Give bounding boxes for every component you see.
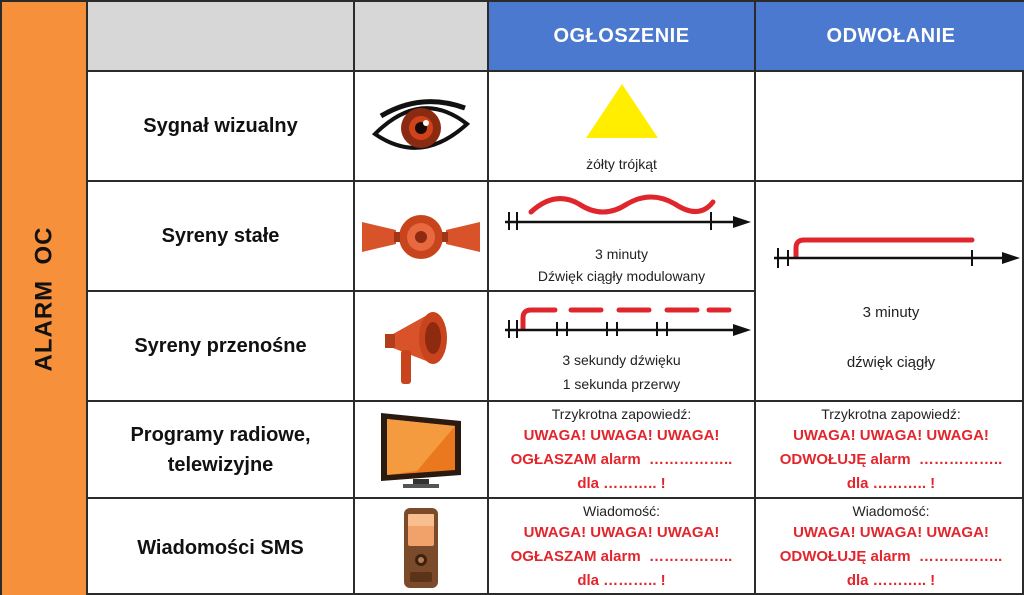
sms-announce-intro: Wiadomość: (582, 503, 661, 519)
radio-tv-announce-intro: Trzykrotna zapowiedź: (551, 406, 692, 422)
radio-tv-cancel-line1: UWAGA! UWAGA! UWAGA! (793, 426, 989, 444)
radio-tv-cancel-cell: Trzykrotna zapowiedź: UWAGA! UWAGA! UWAG… (756, 402, 1024, 499)
cancel-sirens-description: dźwięk ciągły (846, 354, 936, 371)
radio-tv-cancel-line3: dla ……….. ! (846, 474, 936, 492)
fixed-sirens-announce-cell: 3 minuty Dźwięk ciągły modulowany (489, 182, 756, 292)
tv-icon (381, 412, 461, 488)
intermittent-signal-diagram (505, 307, 751, 338)
header-announce: OGŁOSZENIE (489, 2, 756, 72)
siren-horns-icon (362, 215, 480, 259)
radio-tv-announce-line1: UWAGA! UWAGA! UWAGA! (523, 426, 720, 444)
yellow-triangle-icon (586, 84, 658, 138)
sms-icon-cell (355, 499, 489, 595)
sms-cancel-line3: dla ……….. ! (846, 571, 936, 589)
radio-tv-announce-cell: Trzykrotna zapowiedź: UWAGA! UWAGA! UWAG… (489, 402, 756, 499)
radio-tv-cancel-line2: ODWOŁUJĘ alarm …………….. (779, 450, 1003, 468)
sidebar-title: ALARM OC (30, 226, 58, 371)
fixed-sirens-description: Dźwięk ciągły modulowany (537, 268, 706, 284)
visual-announce-cell: żółty trójkąt (489, 72, 756, 182)
fixed-sirens-duration: 3 minuty (595, 246, 648, 262)
header-cancel: ODWOŁANIE (756, 2, 1024, 72)
row-label-portable-sirens: Syreny przenośne (88, 292, 355, 402)
visual-icon-cell (355, 72, 489, 182)
portable-sirens-icon-cell (355, 292, 489, 402)
mobile-phone-icon (404, 508, 438, 588)
sms-announce-line1: UWAGA! UWAGA! UWAGA! (523, 523, 720, 541)
sms-announce-line3: dla ……….. ! (577, 571, 666, 589)
sms-cancel-line2: ODWOŁUJĘ alarm …………….. (779, 547, 1003, 565)
radio-tv-announce-line2: OGŁASZAM alarm …………….. (510, 450, 733, 468)
portable-sirens-announce-cell: 3 sekundy dźwięku 1 sekunda przerwy (489, 292, 756, 402)
sms-cancel-intro: Wiadomość: (852, 503, 930, 519)
fixed-sirens-icon-cell (355, 182, 489, 292)
row-label-sms: Wiadomości SMS (88, 499, 355, 595)
alarm-sidebar: ALARM OC (2, 2, 88, 595)
radio-tv-label-line1: Programy radiowe, (130, 423, 311, 446)
modulated-signal-diagram (505, 194, 751, 230)
row-label-radio-tv: Programy radiowe, telewizyjne (88, 402, 355, 499)
megaphone-icon (385, 312, 447, 384)
header-empty-icon (355, 2, 489, 72)
sms-announce-cell: Wiadomość: UWAGA! UWAGA! UWAGA! OGŁASZAM… (489, 499, 756, 595)
sms-announce-line2: OGŁASZAM alarm …………….. (510, 547, 733, 565)
visual-cancel-cell (756, 72, 1024, 182)
sirens-cancel-cell: 3 minuty dźwięk ciągły (756, 182, 1024, 402)
portable-sirens-pause: 1 sekunda przerwy (562, 376, 681, 392)
radio-tv-announce-line3: dla ……….. ! (577, 474, 666, 492)
yellow-triangle-caption: żółty trójkąt (586, 156, 657, 172)
row-label-fixed-sirens: Syreny stałe (88, 182, 355, 292)
radio-tv-label-line2: telewizyjne (167, 453, 274, 476)
eye-icon (371, 99, 471, 150)
continuous-signal-diagram (774, 237, 1020, 268)
radio-tv-icon-cell (355, 402, 489, 499)
radio-tv-cancel-intro: Trzykrotna zapowiedź: (821, 406, 961, 422)
sms-cancel-cell: Wiadomość: UWAGA! UWAGA! UWAGA! ODWOŁUJĘ… (756, 499, 1024, 595)
sms-cancel-line1: UWAGA! UWAGA! UWAGA! (793, 523, 989, 541)
header-empty-label (88, 2, 355, 72)
cancel-sirens-duration: 3 minuty (862, 304, 920, 321)
row-label-visual: Sygnał wizualny (88, 72, 355, 182)
portable-sirens-sound: 3 sekundy dźwięku (562, 352, 681, 368)
